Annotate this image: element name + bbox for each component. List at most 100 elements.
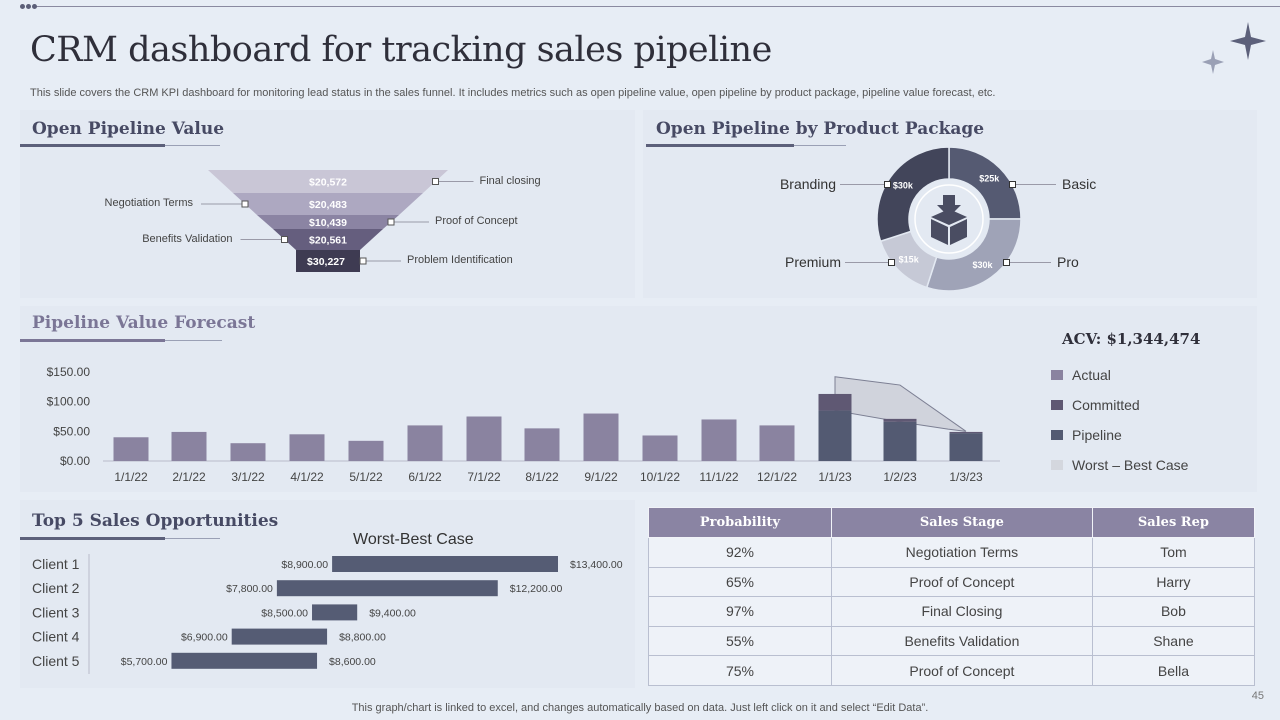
page-subtitle: This slide covers the CRM KPI dashboard …	[30, 87, 996, 99]
legend-item: Pipeline	[1051, 427, 1122, 443]
range-bar	[276, 580, 498, 597]
sparkle-icon	[1202, 22, 1266, 74]
funnel-connector-dot	[359, 257, 367, 265]
bar-actual	[642, 435, 678, 461]
x-tick-label: 1/2/23	[883, 470, 917, 484]
funnel-value-label: $10,439	[309, 217, 347, 229]
x-tick-label: 11/1/22	[699, 470, 738, 484]
worst-best-chart: Client 1 $8,900.00 $13,400.00 Client 2 $7,80…	[32, 554, 623, 674]
bar-actual	[348, 440, 384, 461]
page-title: CRM dashboard for tracking sales pipelin…	[30, 30, 772, 70]
donut-value-label: $15k	[899, 254, 920, 264]
table-cell: 92%	[648, 537, 832, 568]
funnel-connector-dot	[241, 200, 249, 208]
worst-value-label: $8,500.00	[261, 607, 308, 619]
x-tick-label: 8/1/22	[525, 470, 559, 484]
donut-category-label: Branding	[779, 176, 836, 192]
legend-swatch	[1051, 400, 1063, 410]
table-cell: Bob	[1091, 596, 1256, 627]
client-label: Client 2	[32, 580, 80, 596]
legend-label: Actual	[1072, 367, 1111, 383]
y-tick-label: $50.00	[53, 424, 90, 438]
donut-slice-pro	[925, 218, 1022, 292]
bar-actual	[759, 425, 795, 461]
legend-label: Pipeline	[1072, 427, 1122, 443]
x-tick-label: 9/1/22	[584, 470, 618, 484]
forecast-chart: $0.00 $50.00 $100.00 $150.00 1/1/22 2/1/22 3/1…	[47, 365, 1000, 484]
worst-value-label: $5,700.00	[121, 656, 168, 668]
best-value-label: $12,200.00	[510, 583, 563, 595]
legend-item: Worst – Best Case	[1051, 457, 1188, 473]
footer-note: This graph/chart is linked to excel, and…	[351, 702, 929, 714]
legend-swatch	[1051, 460, 1063, 470]
opportunities-table: Probability Sales Stage Sales Rep 92% Negot…	[648, 507, 1256, 686]
x-tick-label: 3/1/22	[231, 470, 265, 484]
bar-pipeline	[883, 421, 917, 461]
top-rule	[36, 6, 1280, 7]
donut-category-label: Pro	[1057, 254, 1079, 270]
best-value-label: $13,400.00	[570, 559, 623, 571]
range-bar	[171, 652, 318, 669]
funnel-stage-label: Benefits Validation	[142, 232, 233, 245]
client-label: Client 1	[32, 556, 80, 572]
donut-leader-line	[840, 184, 887, 185]
y-tick-label: $100.00	[47, 395, 91, 409]
donut-connector-dot	[1009, 181, 1016, 188]
donut-connector-dot	[888, 259, 895, 266]
table-cell: Negotiation Terms	[830, 537, 1093, 568]
table-cell: Tom	[1091, 537, 1256, 568]
range-bar	[231, 628, 328, 645]
worst-best-chart-title: Worst-Best Case	[353, 531, 474, 548]
best-value-label: $8,800.00	[339, 632, 386, 644]
funnel-stage	[296, 250, 360, 272]
best-value-label: $8,600.00	[329, 656, 376, 668]
x-tick-label: 10/1/22	[640, 470, 680, 484]
donut-connector-dot	[1003, 259, 1010, 266]
donut-slice-branding	[876, 146, 950, 243]
donut-leader-line	[845, 262, 891, 263]
table-cell: Benefits Validation	[830, 625, 1093, 657]
bar-actual	[230, 443, 266, 461]
table-header: Sales Stage	[830, 507, 1093, 538]
acv-value: ACV: $1,344,474	[1062, 330, 1201, 348]
table-cell: Final Closing	[830, 596, 1093, 627]
funnel-value-label: $30,227	[307, 256, 345, 268]
best-value-label: $9,400.00	[369, 607, 416, 619]
slide-dots	[20, 4, 37, 9]
bar-committed	[949, 431, 983, 434]
product-package-title: Open Pipeline by Product Package	[656, 119, 985, 139]
range-bar	[312, 604, 358, 621]
legend-swatch	[1051, 370, 1063, 380]
bar-pipeline	[818, 410, 852, 461]
funnel-connector-dot	[387, 218, 395, 226]
donut-leader-line	[1006, 262, 1051, 263]
x-tick-label: 6/1/22	[408, 470, 442, 484]
bar-committed	[818, 393, 852, 411]
bar-committed	[883, 418, 917, 422]
bar-actual	[113, 437, 149, 461]
funnel-connector-dot	[432, 178, 439, 185]
page-number: 45	[1251, 690, 1264, 702]
funnel-stage-label: Proof of Concept	[435, 215, 518, 227]
table-header: Probability	[648, 507, 832, 538]
table-cell: Shane	[1091, 625, 1256, 657]
x-tick-label: 1/1/22	[114, 470, 148, 484]
bar-actual	[171, 431, 207, 461]
legend-label: Worst – Best Case	[1072, 457, 1189, 473]
funnel-stage	[208, 170, 448, 193]
range-bar	[332, 556, 558, 572]
donut-value-label: $25k	[979, 174, 1000, 184]
bar-actual	[466, 416, 502, 461]
table-cell: 65%	[648, 566, 832, 598]
open-pipeline-title: Open Pipeline Value	[32, 119, 225, 139]
table-cell: 97%	[648, 596, 832, 627]
bar-actual	[701, 419, 737, 461]
forecast-title: Pipeline Value Forecast	[32, 313, 256, 333]
pipeline-funnel: $20,572 $20,483 $10,439 $20,561 $30,227	[201, 170, 474, 272]
table-header: Sales Rep	[1091, 507, 1256, 538]
legend-swatch	[1051, 430, 1063, 440]
x-tick-label: 7/1/22	[467, 470, 501, 484]
bar-actual	[289, 434, 325, 461]
worst-value-label: $8,900.00	[281, 559, 328, 571]
y-tick-label: $0.00	[60, 454, 90, 468]
